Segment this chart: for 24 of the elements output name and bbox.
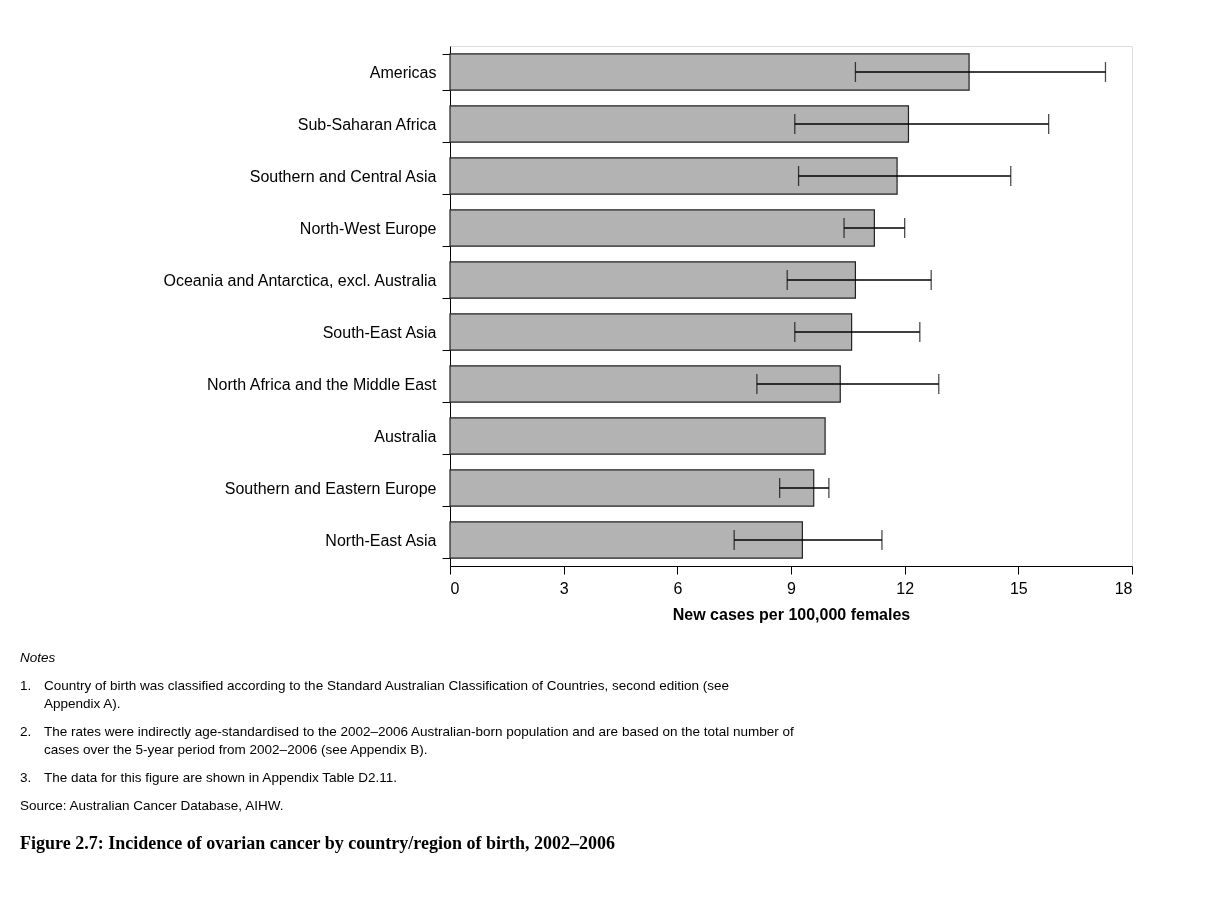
text: 1. Country of birth was classified according to the Standard Australian Classification of Countries, second edition (see Appendix A). (20, 678, 730, 711)
x-tick-label: 12 (896, 579, 915, 597)
text: 3. The data for this figure are shown in Appendix Table D2.11. (20, 770, 397, 785)
x-tick-label: 6 (673, 579, 683, 597)
x-tick-label: 15 (1009, 579, 1028, 597)
source-note: Source: Australian Cancer Database, AIHW. (20, 798, 284, 813)
y-tick-label: North-West Europe (299, 219, 437, 237)
y-tick-label: Southern and Eastern Europe (224, 479, 437, 497)
x-tick-label: 3 (559, 579, 569, 597)
x-axis-title: New cases per 100,000 females (672, 605, 911, 623)
y-tick-label: Australia (374, 427, 437, 445)
y-tick-label: Americas (369, 63, 437, 81)
text: Figure 2.7: Incidence of ovarian cancer by country/region of birth, 2002–2006 (20, 833, 615, 853)
y-tick-label: Oceania and Antarctica, excl. Australia (163, 271, 437, 289)
y-tick-label: North-East Asia (325, 531, 437, 549)
y-tick-label: North Africa and the Middle East (207, 375, 438, 393)
x-tick-label: 0 (450, 579, 460, 597)
y-tick-label: South-East Asia (322, 323, 437, 341)
text: 2. The rates were indirectly age-standardised to the 2002–2006 Australian-born population and are based on the total number of cases over the 5-year period from 2002–2006 (see Appendix B). (20, 724, 794, 757)
x-tick-label: 9 (787, 579, 797, 597)
text: Notes (20, 650, 56, 665)
y-tick-label: Southern and Central Asia (249, 167, 437, 185)
x-tick-label: 18 (1114, 579, 1133, 597)
y-tick-label: Sub-Saharan Africa (297, 115, 437, 133)
